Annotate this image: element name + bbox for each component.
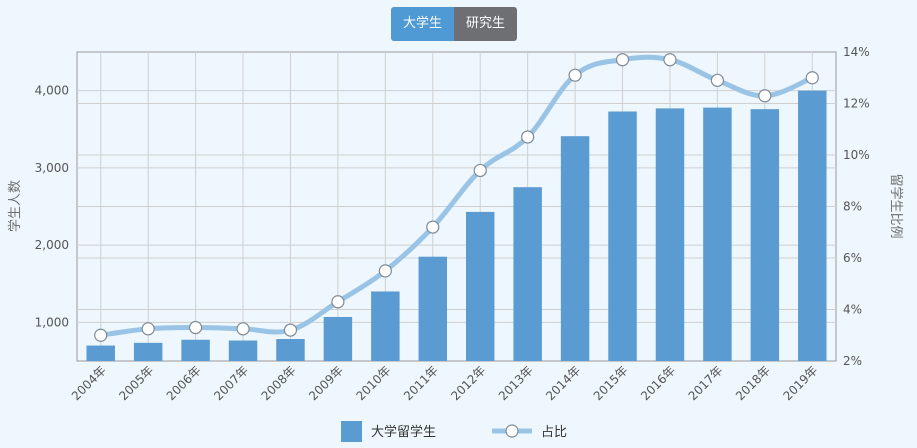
bar [323, 316, 353, 361]
x-tick-label: 2017年 [686, 363, 726, 403]
y-tick-label: 4,000 [35, 84, 69, 98]
bar [86, 345, 115, 361]
bar [798, 90, 827, 361]
tab-bar: 大学生 研究生 [391, 7, 518, 41]
bar [608, 111, 637, 361]
line-point [568, 68, 582, 82]
x-tick-label: 2014年 [543, 363, 583, 403]
bar [513, 187, 542, 361]
y-tick-label: 1,000 [35, 315, 69, 329]
line-point [615, 53, 630, 67]
x-tick-label: 2016年 [638, 363, 678, 403]
bar [703, 107, 732, 362]
legend-bar-swatch [341, 421, 362, 442]
x-tick-label: 2013年 [496, 363, 536, 403]
line-point [758, 89, 772, 103]
line-point [188, 320, 203, 335]
tab-graduate[interactable]: 研究生 [454, 7, 518, 41]
bar [750, 109, 780, 361]
x-tick-label: 2018年 [733, 363, 773, 403]
y-tick-label: 3,000 [35, 161, 69, 175]
bar [560, 136, 590, 361]
line-series [94, 53, 819, 342]
legend-line-marker [505, 424, 519, 438]
x-tick-label: 2007年 [211, 363, 251, 403]
x-tick-label: 2009年 [306, 363, 346, 403]
bar [228, 340, 258, 361]
line-point [473, 163, 487, 178]
line-point [805, 71, 819, 85]
bar [418, 256, 448, 361]
y2-tick-label: 10% [843, 148, 870, 162]
y2-tick-label: 12% [843, 97, 870, 111]
ratio-line [98, 54, 815, 338]
x-tick-label: 2019年 [780, 363, 820, 403]
line-point [663, 53, 677, 67]
bar [371, 291, 400, 361]
x-tick-label: 2006年 [164, 363, 204, 403]
bar [133, 342, 163, 361]
legend-bar-label: 大学留学生 [371, 424, 436, 440]
line-point [94, 328, 108, 342]
line-point [426, 220, 440, 234]
y2-tick-label: 4% [843, 303, 862, 317]
bar [276, 338, 305, 361]
line-point [236, 322, 250, 336]
legend: 大学留学生 占比 [341, 421, 567, 442]
line-point [521, 130, 535, 144]
line-point [378, 264, 392, 278]
x-tick-label: 2011年 [401, 363, 441, 403]
y-axis-title: 学生人数 [7, 180, 23, 232]
x-tick-label: 2008年 [259, 363, 299, 403]
tab-undergraduate[interactable]: 大学生 [391, 7, 455, 41]
y2-axis-title: 留学生比例 [888, 173, 904, 238]
x-tick-label: 2004年 [69, 363, 109, 403]
bars [86, 90, 827, 362]
bar [465, 211, 495, 361]
x-tick-label: 2012年 [448, 363, 488, 403]
x-tick-label: 2015年 [591, 363, 631, 403]
x-tick-label: 2010年 [353, 363, 393, 403]
line-point [331, 295, 345, 309]
bar [181, 339, 210, 361]
y2-tick-label: 2% [843, 354, 862, 368]
line-point [283, 323, 298, 337]
line-point [141, 322, 155, 336]
legend-line-label: 占比 [541, 425, 567, 440]
bar [655, 108, 685, 361]
y2-tick-label: 6% [843, 251, 862, 265]
line-point [710, 73, 725, 87]
y2-tick-label: 14% [843, 45, 870, 59]
x-tick-label: 2005年 [116, 363, 156, 403]
y2-tick-label: 8% [843, 200, 862, 214]
y-tick-label: 2,000 [35, 238, 69, 252]
